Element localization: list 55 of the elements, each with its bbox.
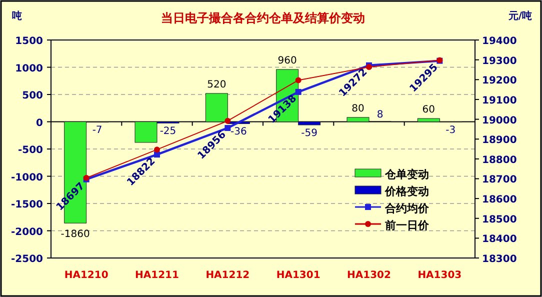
y-tick-label: -2500 (11, 254, 44, 265)
data-label: -36 (230, 126, 247, 138)
y2-tick-label: 18800 (482, 154, 517, 166)
y-tick-label: 0 (36, 118, 44, 129)
data-label: 60 (422, 104, 436, 116)
y2-axis-title: 元/吨 (507, 10, 532, 22)
x-tick-label: HA1211 (135, 270, 180, 281)
y2-tick-label: 19100 (482, 95, 517, 106)
y2-tick-label: 18300 (482, 254, 517, 265)
data-label: -3 (446, 124, 456, 136)
y2-tick-label: 18600 (482, 194, 517, 206)
point (295, 88, 302, 95)
y-axis-title: 吨 (12, 10, 22, 22)
y2-tick-label: 18700 (482, 174, 517, 186)
y-tick-label: 1000 (15, 63, 44, 74)
data-label: 8 (376, 109, 384, 120)
y2-tick-label: 18400 (482, 234, 517, 246)
point (154, 152, 160, 158)
data-label: 520 (207, 79, 226, 90)
data-label: -1860 (60, 229, 90, 240)
point (224, 124, 231, 131)
point (154, 146, 160, 153)
x-tick-label: HA1303 (418, 270, 462, 281)
y2-tick-label: 18900 (482, 135, 517, 146)
bar (134, 122, 158, 143)
y-tick-label: -500 (18, 145, 44, 156)
legend-label: 合约均价 (384, 202, 430, 215)
bar (417, 118, 440, 122)
point (224, 118, 231, 124)
data-label: -25 (160, 126, 176, 138)
y2-tick-label: 19200 (482, 76, 517, 87)
data-label: 960 (278, 55, 297, 66)
legend-label: 前一日价 (384, 219, 430, 232)
x-tick-label: HA1212 (206, 270, 250, 281)
y2-tick-label: 19300 (482, 56, 517, 67)
point (295, 77, 302, 84)
x-tick-label: HA1301 (276, 270, 320, 281)
data-label: 80 (352, 103, 364, 114)
legend-label: 仓单变动 (384, 168, 429, 181)
chart-title: 当日电子撮合各合约仓单及结算价变动 (161, 11, 365, 25)
bar (346, 117, 370, 122)
y-tick-label: -2000 (11, 226, 44, 238)
x-tick-label: HA1210 (64, 270, 108, 281)
y-tick-label: 500 (22, 90, 44, 102)
y-tick-label: -1000 (11, 172, 44, 184)
x-tick-label: HA1302 (347, 270, 392, 281)
data-label: -7 (92, 125, 102, 136)
bar (205, 93, 228, 122)
y2-tick-label: 19400 (482, 36, 517, 47)
legend-label: 价格变动 (384, 185, 429, 198)
y-tick-label: 1500 (15, 36, 44, 47)
y2-tick-label: 18500 (482, 214, 517, 226)
data-label: -59 (301, 128, 318, 139)
y-tick-label: -1500 (11, 200, 44, 210)
y2-tick-label: 19000 (482, 115, 517, 126)
